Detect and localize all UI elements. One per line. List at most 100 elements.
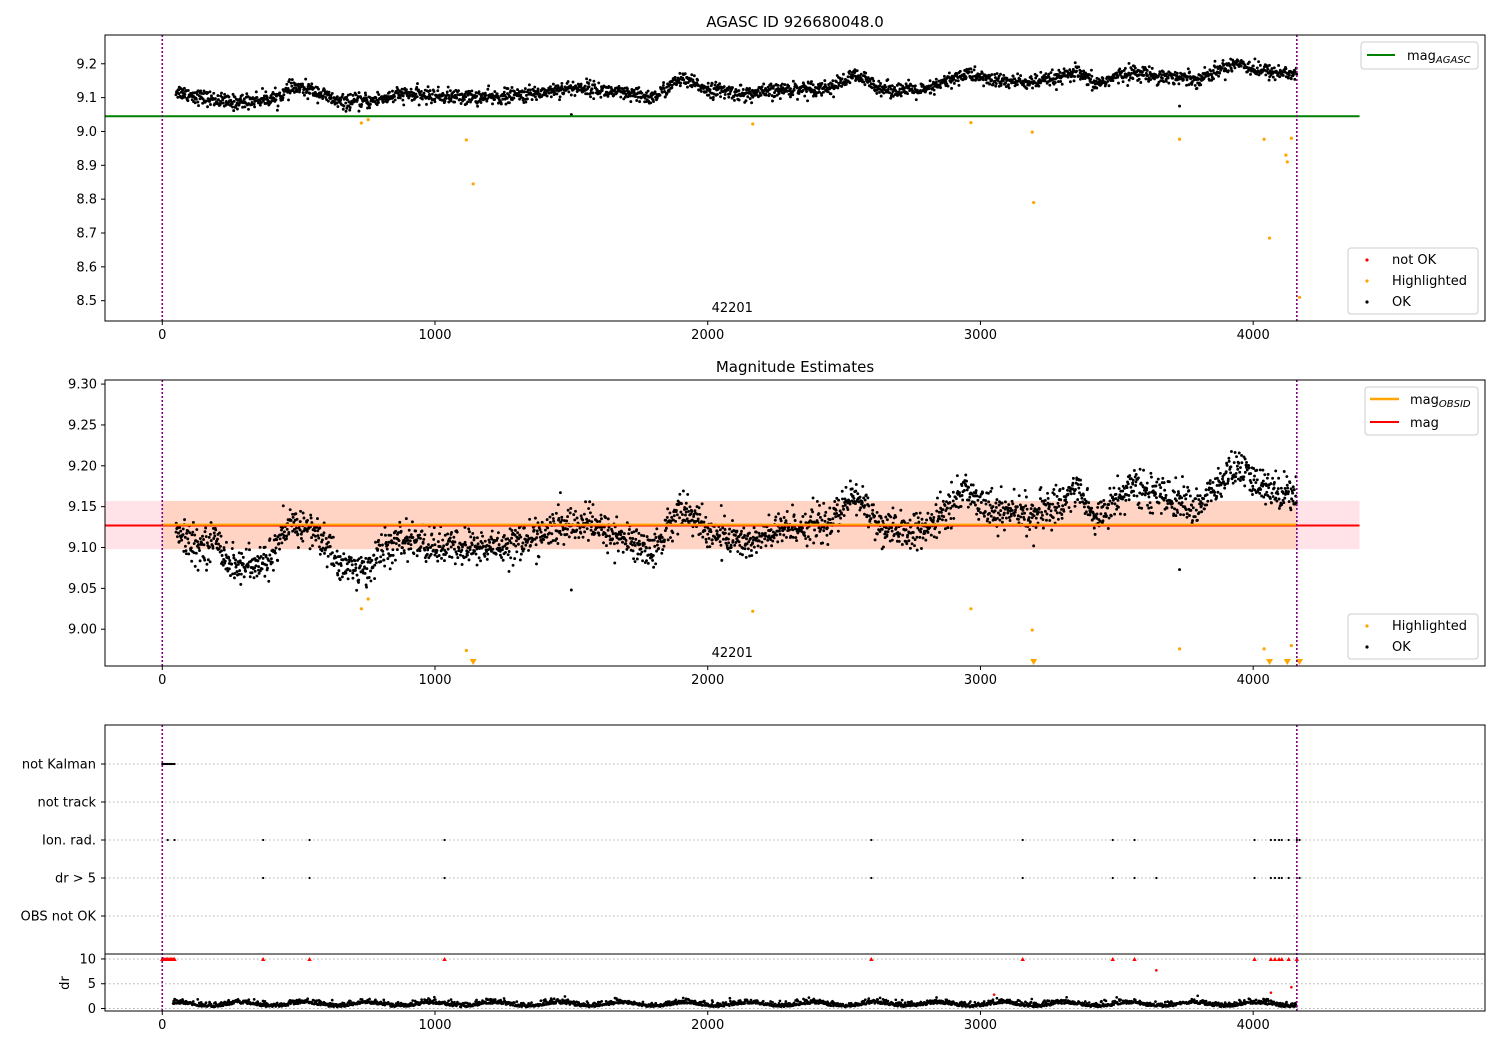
estimates-ok-point bbox=[748, 554, 752, 558]
agasc-ok-point bbox=[1272, 66, 1276, 70]
estimates-ok-point bbox=[513, 528, 517, 532]
estimates-ok-point bbox=[500, 556, 503, 559]
estimates-ok-point bbox=[296, 532, 300, 536]
agasc-ok-point bbox=[512, 96, 516, 100]
estimates-ok-point bbox=[1144, 491, 1148, 495]
agasc-ok-point bbox=[901, 84, 905, 88]
estimates-ok-point bbox=[248, 548, 251, 552]
estimates-ok-point bbox=[335, 561, 339, 565]
agasc-ok-point bbox=[821, 90, 825, 94]
agasc-ok-point bbox=[504, 102, 508, 106]
agasc-ok-point bbox=[348, 108, 352, 112]
estimates-ok-point bbox=[470, 543, 474, 547]
estimates-ok-point bbox=[278, 537, 282, 541]
estimates-ok-point bbox=[313, 534, 317, 538]
agasc-ok-point bbox=[972, 68, 976, 72]
agasc-ok-point bbox=[323, 88, 326, 92]
estimates-ok-point bbox=[1041, 513, 1044, 517]
estimates-ok-point bbox=[438, 532, 441, 536]
agasc-ok-point bbox=[964, 76, 968, 80]
agasc-ok-point bbox=[1220, 66, 1224, 70]
estimates-ok-point bbox=[633, 560, 637, 563]
estimates-ok-point bbox=[769, 528, 773, 532]
agasc-ok-point bbox=[714, 80, 718, 84]
agasc-ok-point bbox=[590, 87, 594, 91]
estimates-ok-point bbox=[669, 536, 672, 539]
estimates-ok-point bbox=[883, 532, 887, 536]
agasc-ok-point bbox=[479, 101, 483, 104]
estimates-ok-point bbox=[1190, 503, 1194, 507]
estimates-ok-point bbox=[771, 539, 775, 543]
agasc-ok-point bbox=[933, 84, 937, 88]
estimates-ok-point bbox=[273, 534, 277, 538]
agasc-ok-point bbox=[963, 69, 967, 72]
estimates-ok-point bbox=[386, 557, 390, 561]
estimates-ok-point bbox=[715, 532, 719, 536]
estimates-ok-point bbox=[1147, 491, 1151, 495]
estimates-ok-point bbox=[230, 562, 234, 566]
estimates-ok-point bbox=[423, 533, 427, 537]
agasc-ok-point bbox=[213, 97, 217, 101]
estimates-ok-point bbox=[212, 531, 216, 535]
estimates-ok-point bbox=[703, 529, 707, 533]
estimates-ok-point bbox=[230, 547, 234, 550]
estimates-ok-point bbox=[455, 530, 459, 534]
estimates-ok-point bbox=[465, 553, 469, 557]
agasc-highlighted-point bbox=[1284, 153, 1288, 157]
estimates-ok-point bbox=[607, 525, 611, 529]
estimates-ok-point bbox=[1006, 511, 1010, 515]
agasc-ok-point bbox=[241, 105, 245, 109]
agasc-ok-point bbox=[1031, 86, 1034, 90]
agasc-ok-point bbox=[803, 94, 807, 98]
estimates-ok-point bbox=[242, 575, 246, 579]
agasc-ok-point bbox=[1175, 71, 1179, 75]
estimates-ok-point bbox=[934, 503, 938, 507]
agasc-ok-point bbox=[1158, 70, 1162, 74]
estimates-ok-point bbox=[278, 547, 282, 551]
estimates-ok-point bbox=[815, 533, 819, 537]
estimates-ok-point bbox=[958, 491, 962, 495]
estimates-ok-point bbox=[615, 541, 619, 545]
estimates-ok-point bbox=[747, 531, 751, 535]
estimates-ok-point bbox=[354, 566, 358, 570]
estimates-ok-point bbox=[321, 533, 325, 537]
estimates-ok-point bbox=[1165, 506, 1169, 510]
agasc-ok-point bbox=[947, 71, 951, 75]
estimates-ok-point bbox=[588, 500, 592, 504]
agasc-ok-point bbox=[993, 73, 997, 76]
agasc-xtick-label: 4000 bbox=[1237, 328, 1270, 343]
agasc-ok-point bbox=[866, 76, 870, 79]
agasc-ok-point bbox=[415, 95, 419, 99]
agasc-ok-point bbox=[212, 91, 216, 95]
estimates-ok-point bbox=[663, 538, 666, 542]
estimates-ok-point bbox=[1170, 505, 1174, 509]
estimates-ok-point bbox=[918, 511, 922, 515]
agasc-ok-point bbox=[1186, 67, 1190, 71]
agasc-ok-point bbox=[810, 80, 813, 84]
agasc-ok-point bbox=[484, 93, 488, 97]
estimates-ok-point bbox=[826, 543, 830, 546]
estimates-ok-point bbox=[746, 547, 750, 551]
agasc-ok-point bbox=[443, 99, 447, 103]
estimates-ok-point bbox=[538, 528, 542, 531]
estimates-ok-point bbox=[448, 536, 452, 540]
agasc-ok-point bbox=[255, 95, 259, 99]
estimates-ok-point bbox=[187, 552, 191, 556]
estimates-ok-point bbox=[1074, 488, 1077, 491]
estimates-ok-point bbox=[557, 516, 561, 520]
estimates-ok-point bbox=[784, 535, 788, 539]
estimates-ok-point bbox=[1099, 500, 1103, 504]
agasc-ok-point bbox=[1144, 77, 1148, 81]
agasc-ok-point bbox=[1060, 82, 1064, 86]
estimates-ok-point bbox=[457, 546, 461, 550]
estimates-ok-point bbox=[483, 554, 487, 558]
agasc-ok-point bbox=[619, 95, 623, 99]
estimates-ok-point bbox=[1117, 505, 1120, 509]
agasc-ok-point bbox=[1028, 83, 1031, 87]
estimates-ok-point bbox=[406, 560, 410, 563]
agasc-ok-point bbox=[206, 91, 210, 95]
estimates-ok-point bbox=[998, 513, 1002, 517]
agasc-xtick-label: 0 bbox=[158, 328, 166, 343]
estimates-ok-point bbox=[560, 515, 564, 519]
agasc-ok-point bbox=[776, 83, 780, 87]
